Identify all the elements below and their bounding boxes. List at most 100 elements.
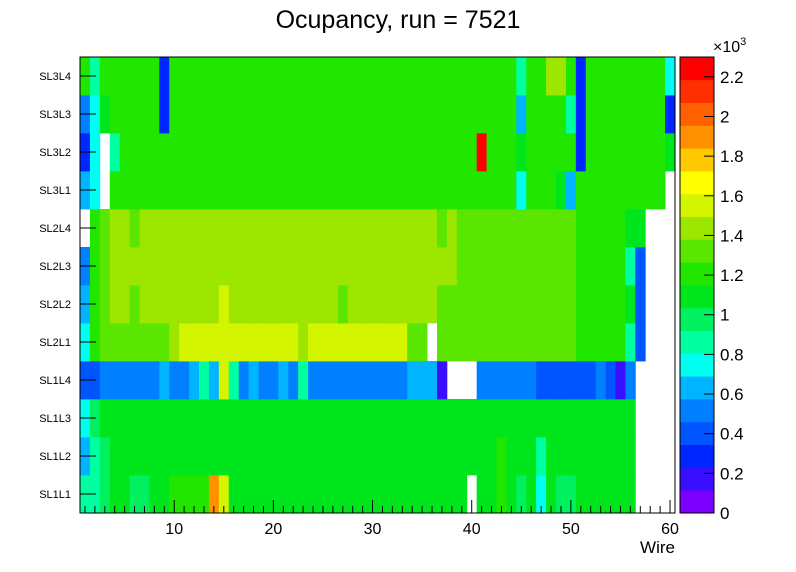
heatmap-cell (258, 95, 269, 134)
heatmap-cell (456, 171, 468, 210)
heatmap-cell (397, 209, 408, 248)
heatmap-cell (625, 247, 636, 286)
heatmap-cell (248, 247, 259, 286)
heatmap-cell (278, 437, 289, 476)
heatmap-cell (645, 171, 656, 210)
heatmap-cell (595, 475, 606, 514)
heatmap-cell (149, 133, 160, 172)
heatmap-cell (189, 57, 200, 96)
heatmap-cell (218, 285, 230, 324)
heatmap-cell (456, 437, 468, 476)
heatmap-cell (526, 133, 537, 172)
heatmap-cell (556, 285, 567, 324)
heatmap-cell (655, 95, 666, 134)
heatmap-cell (228, 361, 240, 400)
heatmap-cell (635, 57, 646, 96)
heatmap-cell (228, 247, 240, 286)
heatmap-cell (318, 57, 329, 96)
heatmap-cell (129, 361, 140, 400)
heatmap-cell (159, 399, 170, 438)
colorbar-tick-label: 0 (720, 504, 729, 523)
heatmap-cell (387, 209, 398, 248)
heatmap-cell (139, 361, 150, 400)
heatmap-cell (208, 209, 220, 248)
colorbar-swatch (680, 216, 714, 240)
heatmap-cells (80, 57, 676, 514)
heatmap-cell (476, 171, 487, 210)
heatmap-cell (218, 399, 230, 438)
heatmap-cell (387, 247, 398, 286)
heatmap-cell (605, 247, 616, 286)
y-tick-label: SL2L3 (39, 261, 71, 273)
heatmap-cell (228, 171, 240, 210)
heatmap-cell (417, 171, 428, 210)
heatmap-cell (189, 475, 200, 514)
heatmap-cell (308, 247, 319, 286)
heatmap-cell (466, 133, 478, 172)
heatmap-cell (139, 475, 150, 514)
heatmap-cell (625, 133, 636, 172)
heatmap-cell (109, 171, 121, 210)
colorbar-tick-label: 1.6 (720, 187, 744, 206)
heatmap-cell (655, 171, 666, 210)
heatmap-cell (387, 399, 398, 438)
heatmap-cell (645, 133, 656, 172)
heatmap-cell (486, 57, 497, 96)
heatmap-cell (466, 57, 478, 96)
heatmap-cell (397, 361, 408, 400)
heatmap-cell (536, 475, 547, 514)
heatmap-cell (318, 285, 329, 324)
heatmap-cell (248, 475, 259, 514)
heatmap-cell (99, 399, 111, 438)
heatmap-cell (417, 285, 428, 324)
heatmap-cell (208, 475, 220, 514)
heatmap-cell (149, 57, 160, 96)
heatmap-cell (288, 247, 299, 286)
heatmap-cell (377, 323, 388, 362)
colorbar-exponent: ×103 (713, 36, 746, 56)
heatmap-cell (496, 209, 507, 248)
heatmap-cell (258, 133, 269, 172)
heatmap-cell (308, 95, 319, 134)
heatmap-cell (565, 285, 577, 324)
heatmap-cell (427, 171, 438, 210)
heatmap-cell (109, 95, 121, 134)
heatmap-cell (258, 361, 269, 400)
heatmap-cell (417, 399, 428, 438)
heatmap-cell (327, 171, 339, 210)
heatmap-cell (506, 57, 517, 96)
heatmap-cell (298, 399, 309, 438)
heatmap-cell (446, 437, 458, 476)
colorbar-tick-label: 1.2 (720, 266, 744, 285)
heatmap-cell (199, 57, 210, 96)
heatmap-cell (575, 57, 587, 96)
heatmap-cell (565, 475, 577, 514)
heatmap-cell (615, 285, 626, 324)
heatmap-cell (258, 399, 269, 438)
heatmap-cell (476, 247, 487, 286)
heatmap-cell (308, 399, 319, 438)
heatmap-cell (615, 247, 626, 286)
heatmap-cell (546, 323, 557, 362)
heatmap-cell (199, 247, 210, 286)
heatmap-cell (318, 437, 329, 476)
heatmap-cell (308, 285, 319, 324)
heatmap-cell (446, 133, 458, 172)
colorbar-swatch (680, 490, 714, 514)
heatmap-cell (506, 95, 517, 134)
heatmap-cell (536, 133, 547, 172)
heatmap-cell (615, 475, 626, 514)
heatmap-cell (298, 57, 309, 96)
colorbar-swatch (680, 79, 714, 103)
heatmap-cell (427, 361, 438, 400)
heatmap-cell (546, 57, 557, 96)
heatmap-cell (635, 133, 646, 172)
heatmap-cell (298, 475, 309, 514)
heatmap-cell (476, 209, 487, 248)
heatmap-cell (159, 285, 170, 324)
heatmap-cell (486, 171, 497, 210)
heatmap-cell (119, 285, 130, 324)
heatmap-cell (367, 171, 378, 210)
heatmap-cell (199, 209, 210, 248)
